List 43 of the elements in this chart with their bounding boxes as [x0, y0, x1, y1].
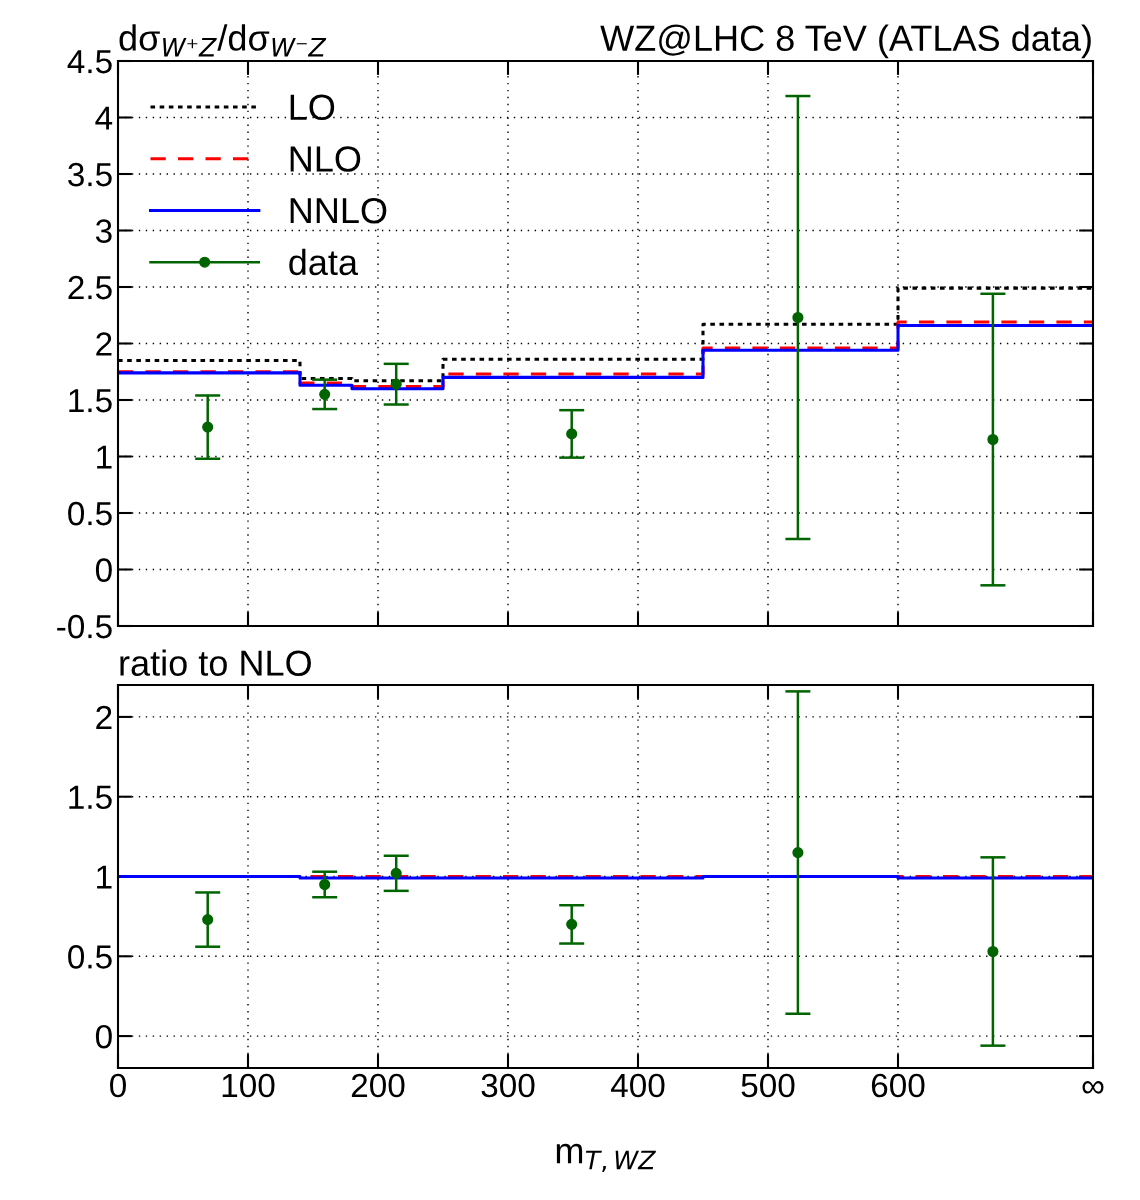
y-tick-label: 4.5: [67, 50, 112, 74]
point: [792, 847, 804, 859]
y-tick-label: -0.5: [57, 614, 112, 639]
y-tick-label: 0.5: [68, 501, 112, 526]
x-tick-label: 600: [871, 1073, 925, 1098]
legend-label: NLO: [290, 146, 361, 172]
y-tick-label: 1: [97, 865, 112, 889]
y-tick-label: 2.5: [68, 275, 112, 300]
point: [987, 945, 999, 958]
x-axis-title: m$_{T,WZ}$: [556, 1143, 656, 1173]
y-tick-label: 0: [95, 558, 112, 582]
point: [319, 878, 331, 891]
y-tick-label: 3.5: [68, 162, 112, 187]
point: [987, 433, 999, 446]
y-tick-label: 0.5: [68, 945, 112, 969]
y-tick-label: 4: [95, 106, 113, 130]
y-tick-label: 1.5: [69, 389, 112, 413]
point: [566, 428, 578, 440]
y-tick-label: 2: [96, 705, 112, 729]
point: [566, 918, 578, 930]
x-tick-label: 100: [222, 1073, 275, 1098]
point: [202, 421, 214, 433]
point: [202, 914, 214, 926]
y-tick-label: 1: [97, 445, 112, 469]
x-tick-label: 300: [481, 1073, 535, 1098]
x-tick-label: 200: [351, 1073, 405, 1098]
chart-title: WZ@LHC 8 TeV (ATLAS data): [600, 24, 1091, 59]
y-tick-label: 3: [95, 219, 112, 243]
legend-label: data: [289, 248, 358, 276]
x-tick-label: 500: [741, 1073, 795, 1098]
y-axis-title: ratio to NLO: [120, 649, 311, 676]
y-tick-label: 0: [95, 1024, 112, 1049]
y-tick-label: 2: [96, 332, 112, 356]
x-tick-label: ∞: [1082, 1081, 1104, 1094]
y-axis-title: dσ$_{W⁺Z}$/dσ$_{W⁻Z}$: [119, 24, 327, 57]
y-tick-label: 1.5: [69, 785, 112, 810]
point: [792, 311, 804, 324]
legend-label: NNLO: [290, 197, 387, 224]
x-tick-label: 400: [610, 1073, 665, 1098]
point: [319, 388, 331, 400]
legend-label: LO: [290, 94, 335, 121]
point: [390, 867, 402, 879]
point: [390, 378, 402, 390]
